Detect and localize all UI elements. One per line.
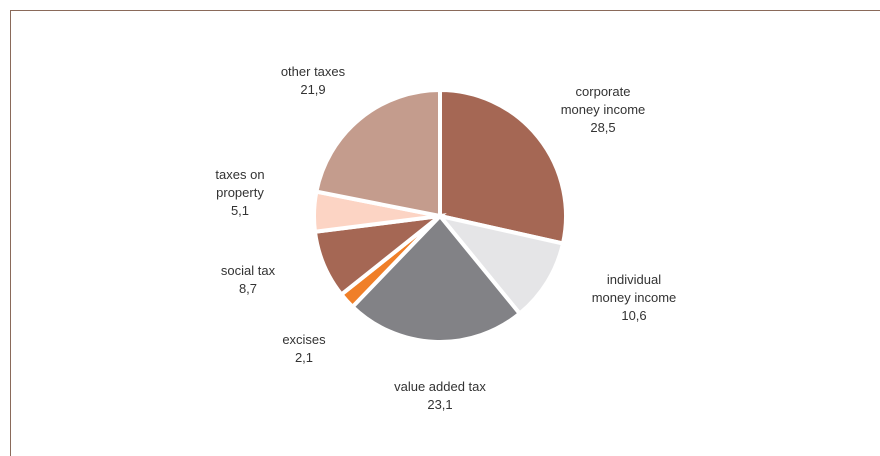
slice-label-line: money income — [592, 290, 677, 305]
slice-value: 5,1 — [231, 203, 249, 218]
slice-label-line: social tax — [221, 263, 276, 278]
slice-label-line: individual — [607, 272, 661, 287]
slice-label-5: taxes on property 5,1 — [215, 167, 264, 218]
slice-label-6: other taxes 21,9 — [281, 64, 346, 97]
pie-labels: corporate money income 28,5 individual money… — [215, 64, 676, 412]
pie-slice-2 — [349, 212, 523, 344]
slice-label-line: money income — [561, 102, 646, 117]
pie-slice-6 — [314, 87, 442, 219]
slice-label-2: value added tax 23,1 — [394, 379, 486, 412]
slice-label-0: corporate money income 28,5 — [561, 84, 646, 135]
slice-label-line: taxes on — [215, 167, 264, 182]
slice-value: 23,1 — [427, 397, 452, 412]
slice-label-3: excises 2,1 — [282, 332, 326, 365]
slice-label-line: other taxes — [281, 64, 346, 79]
chart-frame — [10, 10, 880, 456]
slice-label-1: individual money income 10,6 — [592, 272, 677, 323]
pie-slice-0 — [438, 87, 569, 246]
slice-value: 8,7 — [239, 281, 257, 296]
slice-value: 10,6 — [621, 308, 646, 323]
slice-label-line: value added tax — [394, 379, 486, 394]
slice-value: 28,5 — [590, 120, 615, 135]
slice-label-4: social tax 8,7 — [221, 263, 276, 296]
slice-value: 2,1 — [295, 350, 313, 365]
slice-label-line: property — [216, 185, 264, 200]
pie-slices — [311, 87, 569, 344]
slice-label-line: excises — [282, 332, 326, 347]
slice-label-line: corporate — [576, 84, 631, 99]
slice-value: 21,9 — [300, 82, 325, 97]
